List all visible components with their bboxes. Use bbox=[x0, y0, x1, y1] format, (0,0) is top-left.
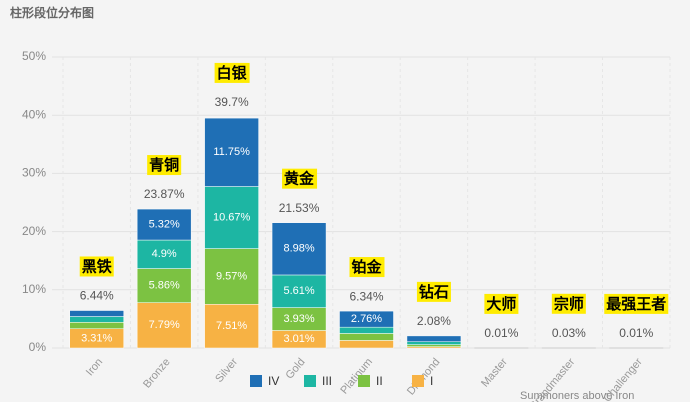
annotation-bg bbox=[282, 168, 318, 189]
bar-segment bbox=[204, 117, 259, 187]
segment-label: 4.9% bbox=[152, 248, 177, 260]
annotation-bg bbox=[551, 293, 586, 314]
bar-segment bbox=[406, 341, 462, 345]
bar-segment bbox=[339, 310, 394, 328]
annotation: 钻石 bbox=[419, 283, 449, 301]
legend-swatch bbox=[358, 375, 370, 387]
note: Summoners above Iron bbox=[520, 390, 634, 402]
legend-swatch bbox=[412, 375, 424, 387]
chart-title: 柱形段位分布图 bbox=[10, 5, 94, 20]
legend-label: IV bbox=[268, 374, 279, 388]
segment-label: 7.79% bbox=[149, 319, 180, 331]
legend-label: III bbox=[322, 374, 332, 388]
bar-segment bbox=[339, 333, 394, 341]
annotation-bg bbox=[349, 257, 385, 278]
annotation: 最强王者 bbox=[606, 295, 666, 313]
bar-segment bbox=[69, 316, 124, 323]
x-tick-label: Bronze bbox=[141, 356, 173, 390]
bar-segment bbox=[204, 304, 259, 349]
y-tick-label: 10% bbox=[22, 282, 46, 296]
annotation-bg bbox=[416, 281, 451, 302]
segment-label: 2.76% bbox=[351, 313, 382, 325]
bar-segment bbox=[406, 335, 462, 342]
segment-label: 11.75% bbox=[213, 146, 250, 158]
annotation-bg bbox=[147, 155, 182, 176]
x-tick-label: Silver bbox=[213, 356, 240, 385]
annotation: 大师 bbox=[486, 295, 516, 313]
segment-label: 3.31% bbox=[81, 332, 112, 344]
segment-label: 7.51% bbox=[216, 320, 247, 332]
total-label: 6.44% bbox=[80, 289, 114, 303]
total-label: 21.53% bbox=[279, 201, 320, 215]
bar-segment bbox=[339, 326, 394, 334]
annotation-bg bbox=[79, 256, 114, 277]
bar-segment bbox=[136, 208, 192, 241]
x-tick-label: Master bbox=[479, 356, 510, 390]
annotation: 黄金 bbox=[284, 170, 315, 188]
bar-segment bbox=[136, 239, 192, 269]
bar-segment bbox=[69, 322, 124, 329]
segment-label: 10.67% bbox=[213, 211, 251, 223]
bar-segment bbox=[204, 248, 259, 305]
total-label: 23.87% bbox=[144, 187, 185, 201]
annotation-bg bbox=[214, 62, 250, 83]
legend-swatch bbox=[250, 375, 262, 387]
total-label: 0.03% bbox=[552, 326, 586, 340]
y-tick-label: 30% bbox=[22, 166, 46, 180]
segment-label: 5.32% bbox=[149, 218, 180, 230]
y-tick-label: 0% bbox=[29, 340, 47, 354]
segment-label: 8.98% bbox=[283, 243, 314, 255]
segment-label: 5.86% bbox=[149, 280, 180, 292]
bar-segment bbox=[271, 222, 327, 276]
total-label: 0.01% bbox=[484, 326, 518, 340]
total-label: 2.08% bbox=[417, 314, 451, 328]
x-tick-label: Gold bbox=[283, 356, 307, 382]
bar-segment bbox=[339, 340, 394, 349]
segment-label: 3.93% bbox=[283, 313, 314, 325]
y-tick-label: 20% bbox=[22, 224, 46, 238]
legend-label: II bbox=[376, 374, 383, 388]
y-tick-label: 50% bbox=[22, 49, 46, 63]
bar-segment bbox=[69, 310, 124, 317]
legend-label: I bbox=[430, 374, 433, 388]
segment-label: 9.57% bbox=[216, 270, 247, 282]
bar-segment bbox=[204, 186, 259, 249]
annotation: 黑铁 bbox=[82, 257, 112, 275]
annotation: 铂金 bbox=[351, 258, 382, 276]
legend-swatch bbox=[304, 375, 316, 387]
annotation: 宗师 bbox=[554, 295, 584, 313]
annotation: 青铜 bbox=[149, 156, 179, 174]
segment-label: 3.01% bbox=[283, 333, 314, 345]
total-label: 0.01% bbox=[619, 326, 653, 340]
bar-segment bbox=[406, 344, 462, 347]
annotation-bg bbox=[604, 293, 669, 314]
total-label: 39.7% bbox=[215, 95, 249, 109]
x-tick-label: Iron bbox=[84, 356, 105, 378]
annotation: 白银 bbox=[217, 64, 248, 82]
segment-label: 5.61% bbox=[283, 285, 314, 297]
y-tick-label: 40% bbox=[22, 107, 46, 121]
annotation-bg bbox=[484, 293, 519, 314]
total-label: 6.34% bbox=[349, 289, 383, 303]
